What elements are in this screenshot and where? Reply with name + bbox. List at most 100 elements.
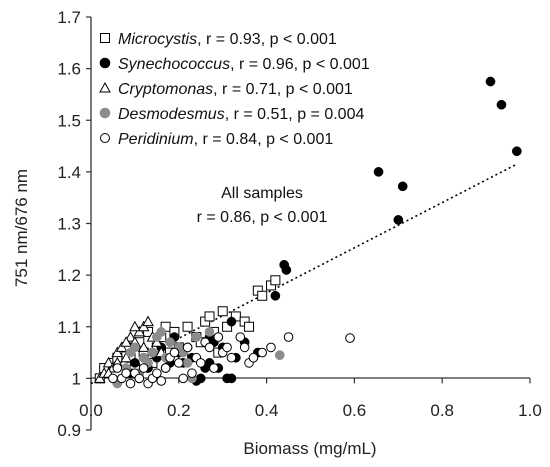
point-peridinium	[266, 342, 276, 353]
point-synechococcus	[130, 358, 140, 368]
point-synechococcus	[226, 316, 237, 327]
legend-label-cryptomonas: Cryptomonas, r = 0.71, p < 0.001	[118, 81, 353, 98]
point-peridinium	[204, 342, 215, 353]
legend: Microcystis, r = 0.93, p < 0.001 Synecho…	[99, 31, 370, 148]
point-peridinium	[178, 373, 188, 384]
point-peridinium	[239, 342, 250, 353]
legend-item-cryptomonas: Cryptomonas, r = 0.71, p < 0.001	[99, 81, 353, 98]
y-tick-label: 1	[72, 369, 81, 388]
legend-item-microcystis: Microcystis, r = 0.93, p < 0.001	[100, 31, 337, 48]
point-peridinium	[283, 332, 294, 342]
legend-name-cryptomonas: Cryptomonas	[118, 81, 213, 98]
legend-item-synechococcus: Synechococcus, r = 0.96, p < 0.001	[99, 56, 370, 73]
point-peridinium	[187, 368, 197, 379]
point-microcystis	[217, 306, 228, 317]
legend-stat-synechococcus: , r = 0.96, p < 0.001	[230, 56, 370, 73]
point-cryptomonas	[111, 346, 124, 358]
y-tick-label: 1.3	[57, 215, 81, 234]
y-tick-label: 1.6	[57, 60, 81, 79]
point-peridinium	[213, 332, 224, 342]
legend-item-desmodesmus: Desmodesmus, r = 0.51, p = 0.004	[99, 106, 364, 123]
point-synechococcus	[281, 265, 292, 275]
point-synechococcus	[485, 76, 496, 87]
point-peridinium	[235, 332, 246, 342]
point-peridinium	[156, 376, 167, 386]
point-desmodesmus	[182, 358, 193, 368]
point-desmodesmus	[191, 332, 202, 342]
point-synechococcus	[270, 290, 281, 301]
point-cryptomonas	[137, 341, 150, 352]
point-cryptomonas	[124, 331, 137, 342]
y-tick-label: 1.1	[57, 318, 81, 337]
legend-stat-microcystis: , r = 0.93, p < 0.001	[197, 31, 337, 48]
point-cryptomonas	[115, 341, 128, 352]
point-microcystis	[257, 290, 268, 301]
point-synechococcus	[511, 146, 522, 157]
legend-stat-desmodesmus: , r = 0.51, p = 0.004	[225, 106, 365, 123]
legend-marker-cryptomonas	[99, 81, 111, 93]
point-peridinium	[195, 358, 206, 368]
point-desmodesmus	[147, 347, 158, 358]
x-tick-label: 0.6	[343, 401, 367, 420]
point-cryptomonas	[133, 325, 146, 337]
legend-stat-cryptomonas: , r = 0.71, p < 0.001	[213, 81, 353, 98]
point-desmodesmus	[156, 327, 167, 337]
point-peridinium	[138, 363, 149, 373]
point-peridinium	[248, 352, 259, 363]
point-peridinium	[108, 373, 118, 384]
y-tick-label: 0.9	[57, 421, 81, 440]
all-samples-annotation: All samples r = 0.86, p < 0.001	[197, 185, 328, 226]
legend-name-desmodesmus: Desmodesmus	[118, 106, 225, 123]
point-peridinium	[160, 363, 171, 373]
legend-label-desmodesmus: Desmodesmus, r = 0.51, p = 0.004	[118, 106, 364, 123]
legend-name-synechococcus: Synechococcus	[118, 56, 230, 73]
point-peridinium	[125, 378, 136, 389]
point-peridinium	[345, 333, 355, 343]
point-peridinium	[182, 342, 193, 353]
legend-stat-peridinium: , r = 0.84, p < 0.001	[194, 131, 334, 148]
y-tick-label: 1.4	[57, 163, 81, 182]
y-tick-label: 1.5	[57, 111, 81, 130]
point-microcystis	[182, 321, 193, 332]
point-peridinium	[134, 373, 145, 384]
legend-name-peridinium: Peridinium	[118, 131, 194, 148]
y-axis-title: 751 nm/676 nm	[12, 169, 31, 287]
point-peridinium	[121, 368, 131, 379]
point-cryptomonas	[137, 320, 150, 332]
point-synechococcus	[373, 167, 384, 177]
legend-label-peridinium: Peridinium, r = 0.84, p < 0.001	[118, 131, 333, 148]
x-tick-label: 0.0	[79, 401, 103, 420]
annotation-line-1: All samples	[221, 185, 303, 202]
point-synechococcus	[397, 181, 408, 192]
point-synechococcus	[222, 373, 232, 384]
y-ticks: 0.9 1 1.1 1.2 1.3 1.4 1.5 1.6 1.7	[57, 8, 91, 440]
point-microcystis	[244, 321, 255, 332]
x-axis-title: Biomass (mg/mL)	[243, 439, 376, 458]
points-layer	[93, 76, 522, 389]
legend-item-peridinium: Peridinium, r = 0.84, p < 0.001	[100, 131, 333, 148]
point-cryptomonas	[93, 372, 106, 383]
y-tick-label: 1.7	[57, 8, 81, 27]
legend-marker-microcystis	[100, 33, 110, 43]
point-desmodesmus	[130, 342, 140, 353]
point-synechococcus	[496, 99, 507, 110]
legend-name-microcystis: Microcystis	[118, 31, 197, 48]
point-peridinium	[152, 368, 162, 379]
point-peridinium	[169, 347, 180, 358]
y-tick-label: 1.2	[57, 266, 81, 285]
x-tick-label: 1.0	[518, 401, 542, 420]
point-microcystis	[204, 311, 215, 322]
legend-label-synechococcus: Synechococcus, r = 0.96, p < 0.001	[118, 56, 370, 73]
point-desmodesmus	[204, 327, 215, 337]
point-peridinium	[209, 363, 219, 373]
point-cryptomonas	[120, 336, 132, 347]
point-cryptomonas	[142, 315, 154, 327]
point-peridinium	[222, 342, 232, 353]
x-tick-label: 0.8	[430, 401, 454, 420]
point-desmodesmus	[165, 337, 175, 348]
x-tick-label: 0.2	[167, 401, 191, 420]
annotation-line-2: r = 0.86, p < 0.001	[197, 209, 328, 226]
point-cryptomonas	[102, 356, 115, 368]
point-peridinium	[112, 363, 123, 373]
